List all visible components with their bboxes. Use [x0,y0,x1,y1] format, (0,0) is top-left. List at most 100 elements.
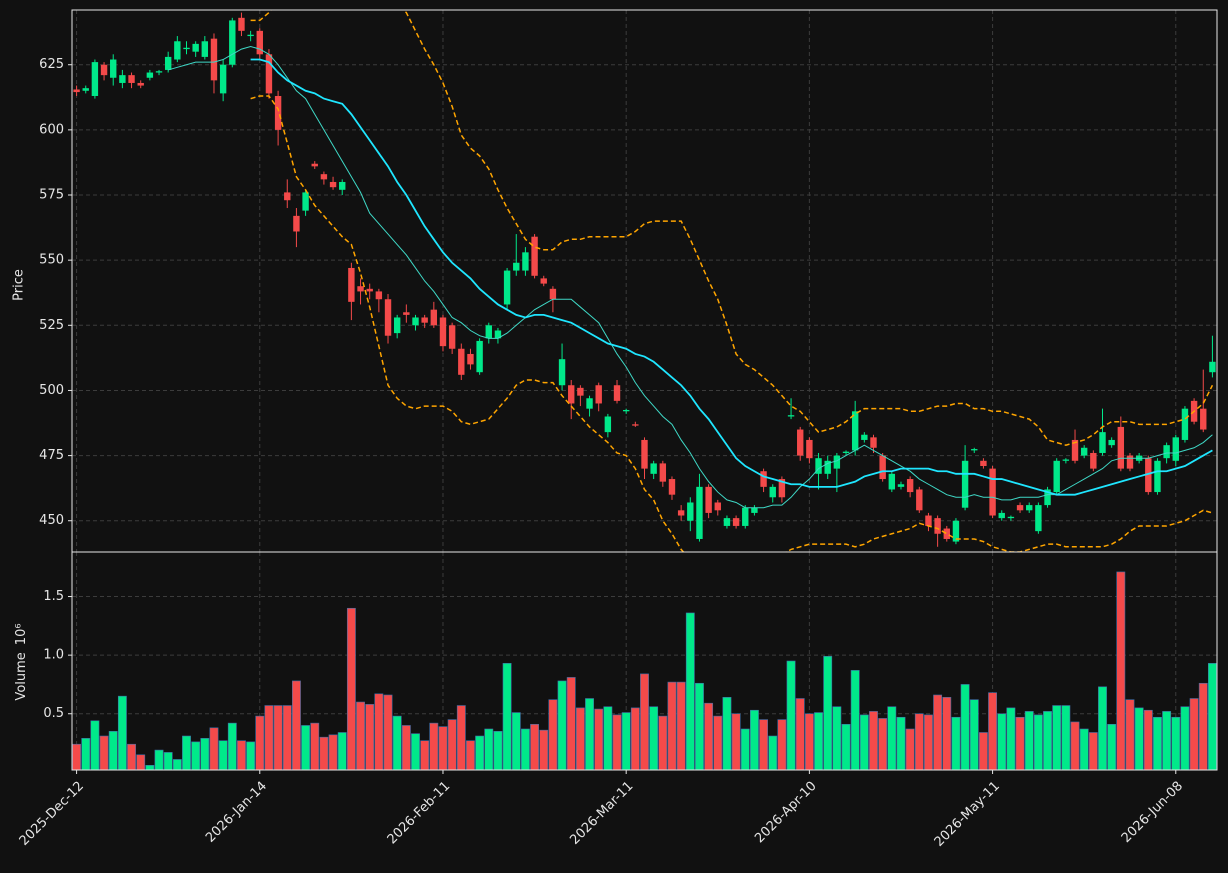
candle-body [787,415,795,417]
volume-bar [99,735,109,770]
candle-body [302,192,309,211]
candle-body [311,163,318,167]
candle-body [110,59,117,78]
candle-body [797,429,804,456]
candle-body [613,385,621,401]
candle-body [439,317,447,347]
plot-area [72,571,1217,770]
volume-bar [1116,571,1126,770]
candle-body [1071,439,1079,461]
volume-bar [804,713,814,770]
volume-bar [740,728,750,770]
volume-bar [392,715,402,770]
candle-body [274,95,282,130]
y-tick-label: 575 [39,188,64,203]
candle-body [146,72,154,78]
candle-body [906,479,914,493]
candle-body [82,88,89,91]
volume-bar [282,705,292,770]
volume-bar [520,728,530,770]
volume-bar [218,740,228,770]
candle-body [696,486,703,539]
volume-bar [777,719,787,770]
candle-body [357,286,364,292]
volume-bar [337,732,347,770]
volume-bar [640,673,649,770]
volume-bar [951,716,961,770]
volume-bar [630,707,640,770]
volume-bar [539,729,549,770]
candle-body [458,348,465,375]
candle-body [815,458,822,474]
volume-bar [832,706,842,770]
candle-body [320,174,328,180]
volume-bar [612,714,622,770]
candle-body [192,43,199,52]
volume-bar [1180,706,1190,770]
candle-body [998,512,1005,519]
volume-bar [200,738,210,770]
volume-bar [1070,721,1080,770]
volume-bar [108,731,118,770]
candle-body [1209,361,1216,373]
candle-body [833,455,841,469]
volume-bar [310,722,320,770]
volume-bar [978,732,988,770]
plot-area [73,10,1216,552]
candle-body [723,518,731,526]
volume-bar [456,705,466,770]
volume-bar [346,607,356,770]
volume-bar [621,712,631,770]
y-tick-label: 525 [39,318,64,333]
volume-bar [850,670,860,770]
volume-bar [163,752,173,770]
volume-bar [905,728,915,770]
candle-body [568,385,575,404]
candle-body [751,507,758,513]
candle-body [577,387,584,396]
candle-body [91,62,99,96]
candle-body [164,56,172,70]
candle-body [971,449,978,451]
volume-bar [1207,663,1217,770]
volume-bar [749,709,759,770]
volume-bar [145,765,155,770]
candle-body [1117,426,1125,469]
volume-bar [154,749,164,770]
volume-bar [209,727,219,770]
candle-body [961,460,969,508]
volume-bar [869,711,878,770]
candle-body [632,424,639,426]
moving-average-line [168,45,1213,509]
volume-bar [658,715,668,770]
candle-body [339,181,346,190]
volume-bar [502,663,512,770]
candle-body [1172,437,1179,461]
volume-bar [237,740,246,770]
volume-bar [1043,711,1052,770]
y-tick-label: 0.5 [43,706,64,721]
y-axis-label: Volume 10⁶ [14,623,29,700]
volume-bar [676,681,686,770]
candle-body [522,252,529,271]
candle-body [247,34,254,37]
candle-body [888,473,896,490]
volume-bar [81,738,91,770]
volume-bar [1189,698,1199,770]
volume-bar [786,660,796,770]
moving-average-line [250,58,1213,496]
volume-bar [411,733,420,770]
volume-bar [493,731,503,770]
volume-bar [447,719,457,770]
candle-body [1016,505,1024,511]
volume-bar [172,759,182,770]
candle-body [549,288,557,300]
volume-bar [960,684,970,770]
volume-bar [136,754,146,770]
candle-body [1090,452,1097,469]
volume-bar [768,735,778,770]
volume-bar [731,713,741,770]
candle-body [1200,408,1207,430]
axes-frame [71,551,1218,771]
volume-bar [1052,705,1062,770]
